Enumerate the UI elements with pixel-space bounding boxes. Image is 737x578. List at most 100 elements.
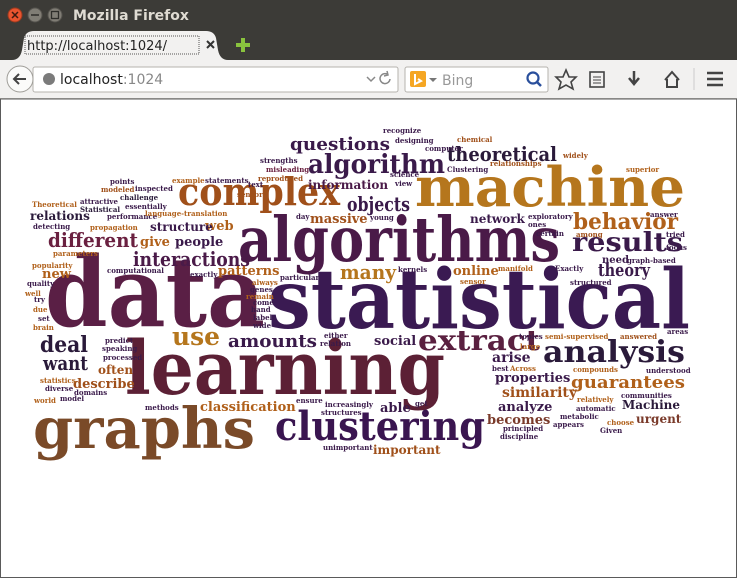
cloud-word: focus [666,243,687,252]
cloud-word: set [38,314,50,323]
cloud-word: hand [251,305,271,314]
cloud-word: choose [607,418,635,427]
cloud-word: social [374,334,416,349]
cloud-word: algorithm [308,150,445,180]
cloud-word: results [572,228,683,258]
cloud-word: give [140,235,170,250]
cloud-word: exactly [190,270,218,279]
cloud-word: new [42,267,72,282]
reading-list[interactable] [589,71,605,88]
cloud-word: guarantees [571,373,685,393]
dropdown-icon[interactable] [366,76,376,83]
bing-glyph [414,74,423,86]
cloud-word: points [110,177,135,186]
cloud-word: inspected [135,184,173,193]
cloud-word: understood [646,366,691,375]
cloud-word: science [390,170,420,179]
cloud-word: information [308,178,388,192]
cloud-word: speaking [102,344,137,353]
cloud-word: processed [103,353,142,362]
cloud-word: exploratory [528,212,574,221]
cloud-word: online [453,264,499,279]
tab-title: http://localhost:1024/ [27,39,168,54]
cloud-word: many [340,260,397,284]
cloud-word: relatively [577,395,614,404]
home[interactable] [664,70,680,88]
cloud-word: genes [250,285,273,294]
cloud-word: statistical [268,252,690,348]
cloud-word: need [602,255,629,266]
cloud-word: different [48,228,139,252]
cloud-word: people [175,235,223,250]
tab-focus [24,35,200,55]
cloud-word: recognize [383,126,422,135]
cloud-word: model [60,394,84,403]
search-field[interactable] [404,66,549,93]
close-icon [11,11,19,19]
cloud-word: relationships [490,159,542,168]
cloud-word: network [470,212,526,226]
menu[interactable] [707,71,723,87]
cloud-word: statistics [40,376,76,385]
cloud-word: Theoretical [32,200,77,209]
cloud-word: sensor [460,277,486,286]
cloud-word: remain [246,292,274,301]
cloud-word: superior [626,165,659,174]
cloud-word: topics [519,332,543,341]
search-icon[interactable] [526,71,540,85]
reload-icon[interactable] [379,70,391,85]
maximize-button[interactable] [47,7,63,23]
cloud-word: brain [33,323,54,332]
cloud-word: manifold [498,264,533,273]
engine-dropdown[interactable] [429,78,437,82]
cloud-word: well [24,289,41,298]
cloud-word: attractive [80,197,118,206]
search-placeholder: Bing [442,73,473,89]
cloud-word: extract [418,324,540,357]
cloud-word: popularity [32,261,73,270]
cloud-word: designing [395,136,434,145]
cloud-word: complex [178,169,340,214]
cloud-word: Given [600,426,622,435]
cloud-word: describe [73,377,135,392]
cloud-word: large [520,342,541,351]
cloud-word: similarity [502,385,578,401]
cloud-word: graphs [33,396,255,462]
cloud-word: Machine [622,398,680,412]
cloud-word: come [253,298,274,307]
cloud-word: properties [495,371,570,386]
cloud-word: performance [107,212,158,221]
cloud-word: due [33,305,48,314]
cloud-word: structure [150,220,213,234]
cloud-word: relation [320,339,351,348]
cloud-word: appears [553,420,584,429]
cloud-word: Clustering [447,165,488,174]
cloud-word: particular [280,273,320,282]
url: localhost:1024 [60,72,163,88]
cloud-word: metabolic [560,412,599,421]
cloud-word: try [34,295,46,304]
bookmark-star[interactable] [554,67,578,91]
url-host: localhost [60,72,123,88]
new-tab-button[interactable] [236,38,250,52]
cloud-word: detecting [33,222,70,231]
cloud-word: learning [125,326,445,412]
cloud-word: get [415,399,428,408]
cloud-word: diverse [45,384,74,393]
cloud-word: data [45,236,265,349]
downloads[interactable] [628,71,640,86]
cloud-word: analyze [498,400,552,415]
tab[interactable] [12,31,228,60]
cloud-word: urgent [636,412,682,426]
cloud-word: theory [598,260,650,281]
cloud-word: reproduced [258,174,303,183]
cloud-word: often [98,363,133,377]
cloud-word: predict [105,336,134,345]
search-icon-handle [536,81,542,87]
cloud-word: amounts [228,331,317,352]
cloud-word: ensure [296,396,323,405]
cloud-word: analysis [543,335,685,370]
cloud-word: essentially [125,202,168,211]
tab-close[interactable] [206,40,215,49]
